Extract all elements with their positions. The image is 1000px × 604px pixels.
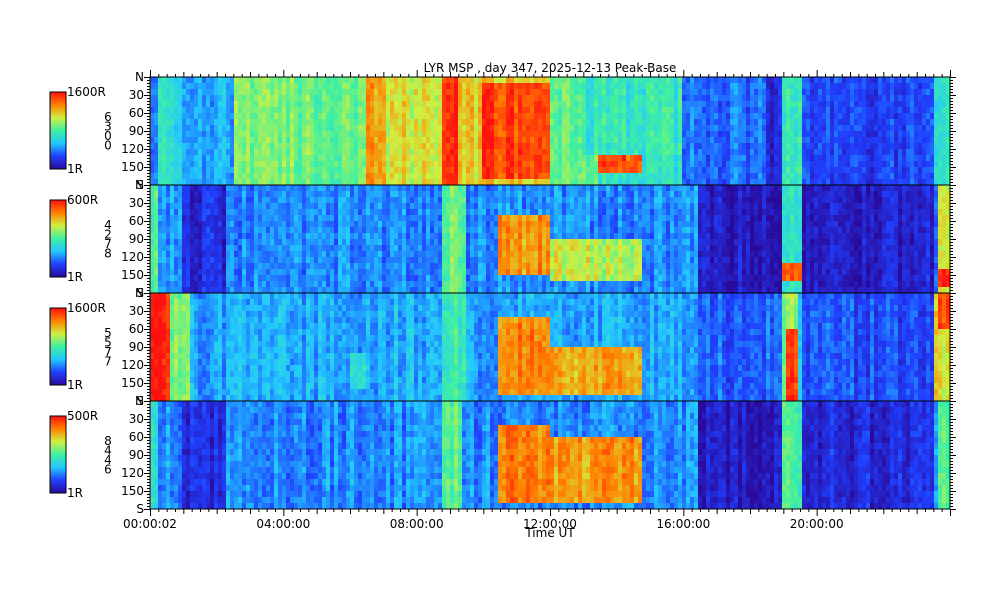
panel-2-colorbar: [50, 200, 66, 277]
colorbar-max-label: 1600R: [67, 301, 106, 315]
y-tick-label: N: [135, 178, 144, 192]
y-tick-label: 60: [129, 322, 144, 336]
panel-1-heatmap: [150, 77, 950, 185]
y-tick-label: 150: [121, 268, 144, 282]
x-tick-label: 12:00:00: [523, 517, 577, 531]
panel-3-heatmap: [150, 293, 950, 401]
y-tick-label: 90: [129, 448, 144, 462]
y-tick-label: 60: [129, 430, 144, 444]
y-tick-label: 150: [121, 160, 144, 174]
colorbar-max-label: 1600R: [67, 85, 106, 99]
colorbar-min-label: 1R: [67, 162, 83, 176]
channel-digit: 0: [104, 139, 112, 153]
y-tick-label: 90: [129, 232, 144, 246]
colorbar-min-label: 1R: [67, 270, 83, 284]
x-tick-label: 04:00:00: [256, 517, 310, 531]
y-tick-label: 30: [129, 304, 144, 318]
channel-digit: 8: [104, 247, 112, 261]
y-tick-label: 30: [129, 412, 144, 426]
colorbar-max-label: 600R: [67, 193, 98, 207]
y-tick-label: 120: [121, 142, 144, 156]
keogram-panels: N306090120150S1600R1R6300N306090120150S6…: [50, 70, 956, 516]
channel-digit: 7: [104, 355, 112, 369]
y-tick-label: 60: [129, 106, 144, 120]
panel-3-colorbar: [50, 308, 66, 385]
y-tick-label: N: [135, 70, 144, 84]
y-tick-label: 30: [129, 196, 144, 210]
y-tick-label: 90: [129, 340, 144, 354]
y-tick-label: 120: [121, 466, 144, 480]
x-tick-label: 20:00:00: [790, 517, 844, 531]
panel-1-colorbar: [50, 92, 66, 169]
colorbar-min-label: 1R: [67, 486, 83, 500]
x-tick-label: 00:00:02: [123, 517, 177, 531]
channel-digit: 6: [104, 463, 112, 477]
colorbar-min-label: 1R: [67, 378, 83, 392]
panel-4-colorbar: [50, 416, 66, 493]
y-tick-label: 30: [129, 88, 144, 102]
y-tick-label: 90: [129, 124, 144, 138]
y-tick-label: 120: [121, 358, 144, 372]
y-tick-label: 120: [121, 250, 144, 264]
x-tick-label: 16:00:00: [656, 517, 710, 531]
panel-4-heatmap: [150, 401, 950, 509]
y-tick-label: 60: [129, 214, 144, 228]
panel-2-heatmap: [150, 185, 950, 293]
y-tick-label: N: [135, 286, 144, 300]
colorbar-max-label: 500R: [67, 409, 98, 423]
y-tick-label: N: [135, 394, 144, 408]
y-tick-label: S: [136, 502, 144, 516]
x-tick-label: 08:00:00: [390, 517, 444, 531]
y-tick-label: 150: [121, 376, 144, 390]
y-tick-label: 150: [121, 484, 144, 498]
